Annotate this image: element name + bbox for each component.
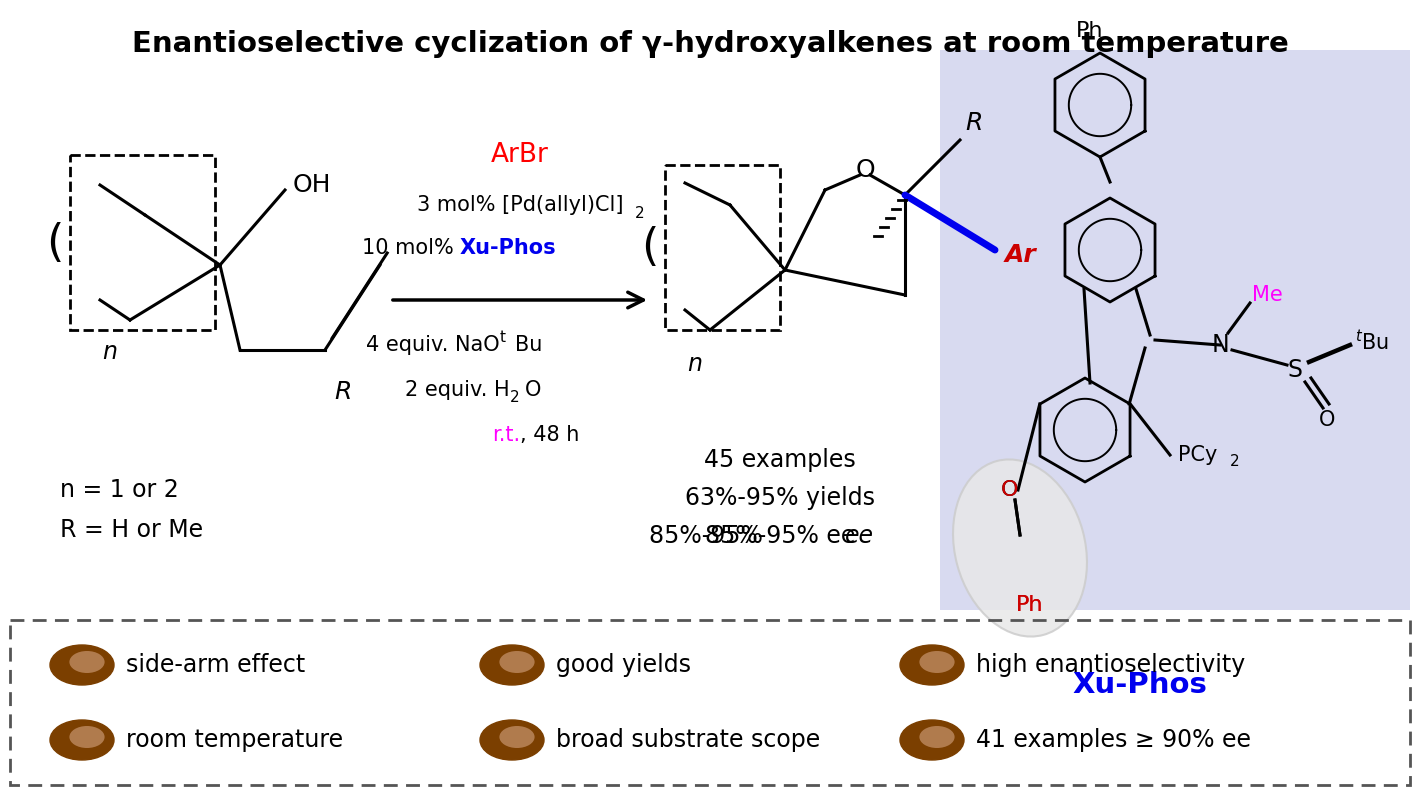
Text: good yields: good yields <box>557 653 692 677</box>
Ellipse shape <box>900 720 964 760</box>
Ellipse shape <box>919 726 954 748</box>
Text: (: ( <box>47 222 64 265</box>
Ellipse shape <box>919 651 954 673</box>
Text: ee: ee <box>845 524 873 548</box>
Text: OH: OH <box>293 173 331 197</box>
Text: n = 1 or 2: n = 1 or 2 <box>60 478 179 502</box>
Ellipse shape <box>50 645 114 685</box>
Text: high enantioselectivity: high enantioselectivity <box>976 653 1245 677</box>
Text: O: O <box>1001 480 1018 500</box>
Bar <box>665 165 780 330</box>
Ellipse shape <box>480 645 544 685</box>
Text: 2 equiv. H: 2 equiv. H <box>405 380 510 400</box>
Text: Ph: Ph <box>1076 21 1103 41</box>
Ellipse shape <box>50 720 114 760</box>
Text: n: n <box>687 352 703 376</box>
Text: Ph: Ph <box>1017 595 1044 615</box>
Text: 3 mol% [Pd(allyl)Cl]: 3 mol% [Pd(allyl)Cl] <box>416 195 623 215</box>
Text: Bu: Bu <box>515 335 542 355</box>
Ellipse shape <box>900 645 964 685</box>
Text: O: O <box>1319 410 1335 430</box>
Text: S: S <box>1288 358 1302 382</box>
Text: 2: 2 <box>635 206 645 221</box>
Text: side-arm effect: side-arm effect <box>126 653 305 677</box>
Ellipse shape <box>953 459 1086 637</box>
Text: R = H or Me: R = H or Me <box>60 518 203 542</box>
Text: t: t <box>500 330 506 346</box>
Text: 4 equiv. NaO: 4 equiv. NaO <box>366 335 500 355</box>
Text: Xu-Phos: Xu-Phos <box>1072 671 1207 699</box>
Text: O: O <box>525 380 541 400</box>
Text: , 48 h: , 48 h <box>520 425 579 445</box>
Text: Me: Me <box>1252 285 1282 305</box>
Text: N: N <box>1211 333 1228 357</box>
Text: O: O <box>1001 480 1018 500</box>
Text: 2: 2 <box>510 390 520 406</box>
Text: 85%-95%: 85%-95% <box>649 524 770 548</box>
Text: Ph: Ph <box>1017 595 1044 615</box>
Ellipse shape <box>70 726 105 748</box>
Text: Enantioselective cyclization of γ-hydroxyalkenes at room temperature: Enantioselective cyclization of γ-hydrox… <box>132 30 1288 58</box>
Text: O: O <box>855 158 875 182</box>
Text: 10 mol%: 10 mol% <box>362 238 460 258</box>
Text: 41 examples ≥ 90% ee: 41 examples ≥ 90% ee <box>976 728 1251 752</box>
Bar <box>10 620 1410 785</box>
Text: 63%-95% yields: 63%-95% yields <box>684 486 875 510</box>
Text: (: ( <box>642 226 659 270</box>
Ellipse shape <box>480 720 544 760</box>
Ellipse shape <box>70 651 105 673</box>
Text: broad substrate scope: broad substrate scope <box>557 728 821 752</box>
Text: ArBr: ArBr <box>491 142 550 168</box>
Text: n: n <box>102 340 118 364</box>
Text: 85%-95% ee: 85%-95% ee <box>704 524 855 548</box>
Bar <box>70 155 214 330</box>
Ellipse shape <box>500 726 534 748</box>
Text: 45 examples: 45 examples <box>704 448 856 472</box>
Text: 2: 2 <box>1230 454 1240 470</box>
Text: room temperature: room temperature <box>126 728 344 752</box>
Text: Xu-Phos: Xu-Phos <box>460 238 557 258</box>
Text: R: R <box>966 111 983 135</box>
Text: $^t$Bu: $^t$Bu <box>1355 330 1389 354</box>
Text: PCy: PCy <box>1179 445 1217 465</box>
Ellipse shape <box>500 651 534 673</box>
Text: r.t.: r.t. <box>491 425 520 445</box>
Text: Ar: Ar <box>1005 243 1037 267</box>
Bar <box>940 50 1410 610</box>
Text: R: R <box>334 380 352 404</box>
